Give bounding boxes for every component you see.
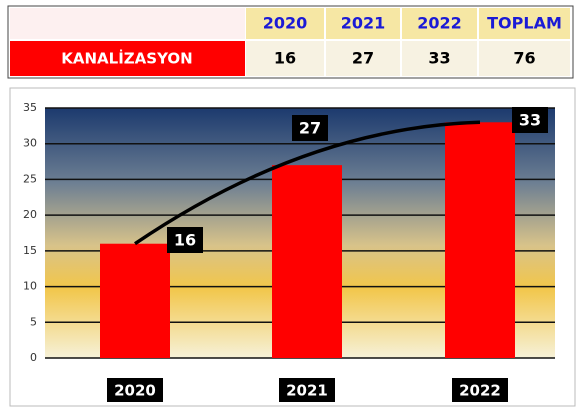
header-cell [479, 8, 570, 39]
row-value: 33 [428, 49, 450, 68]
category-box [452, 378, 508, 402]
row-value: 76 [513, 49, 535, 68]
column-header: 2020 [263, 14, 308, 33]
bar [445, 122, 515, 359]
x-tick-label: 2022 [459, 382, 501, 400]
y-tick-label: 10 [23, 280, 37, 293]
trend-line [134, 120, 481, 246]
value-label-box [167, 227, 203, 253]
header-cell [326, 8, 400, 39]
x-tick-label: 2020 [114, 382, 156, 400]
column-header: TOPLAM [487, 14, 562, 33]
bar [100, 243, 170, 358]
y-tick-label: 0 [30, 351, 37, 364]
y-tick-label: 30 [23, 137, 37, 150]
y-tick-label: 15 [23, 244, 37, 257]
header-cell [402, 8, 477, 39]
y-tick-label: 25 [23, 172, 37, 185]
column-header: 2021 [341, 14, 386, 33]
row-value: 16 [274, 49, 296, 68]
row-value: 27 [352, 49, 374, 68]
y-tick-label: 5 [30, 315, 37, 328]
header-cell [246, 8, 324, 39]
value-cell [326, 41, 400, 76]
value-label-box [292, 115, 328, 141]
category-box [279, 378, 335, 402]
x-tick-label: 2021 [286, 382, 328, 400]
bar [272, 165, 342, 358]
y-tick-label: 20 [23, 208, 37, 221]
column-header: 2022 [417, 14, 462, 33]
value-label: 16 [174, 231, 196, 250]
value-label: 33 [519, 111, 541, 130]
value-cell [402, 41, 477, 76]
chart: 0 5 10 15 20 25 30 35 2020 2021 2022 16 27 33 [23, 101, 555, 402]
row-label-cell [10, 41, 245, 76]
value-label: 27 [299, 119, 321, 138]
table-cells: 2020 16 2021 27 2022 33 TOPLAM 76 [246, 8, 570, 76]
table-corner [10, 8, 245, 39]
y-tick-label: 35 [23, 101, 37, 114]
value-label-box [512, 107, 548, 133]
row-label: KANALİZASYON [61, 49, 192, 68]
value-cell [479, 41, 570, 76]
category-box [107, 378, 163, 402]
value-cell [246, 41, 324, 76]
